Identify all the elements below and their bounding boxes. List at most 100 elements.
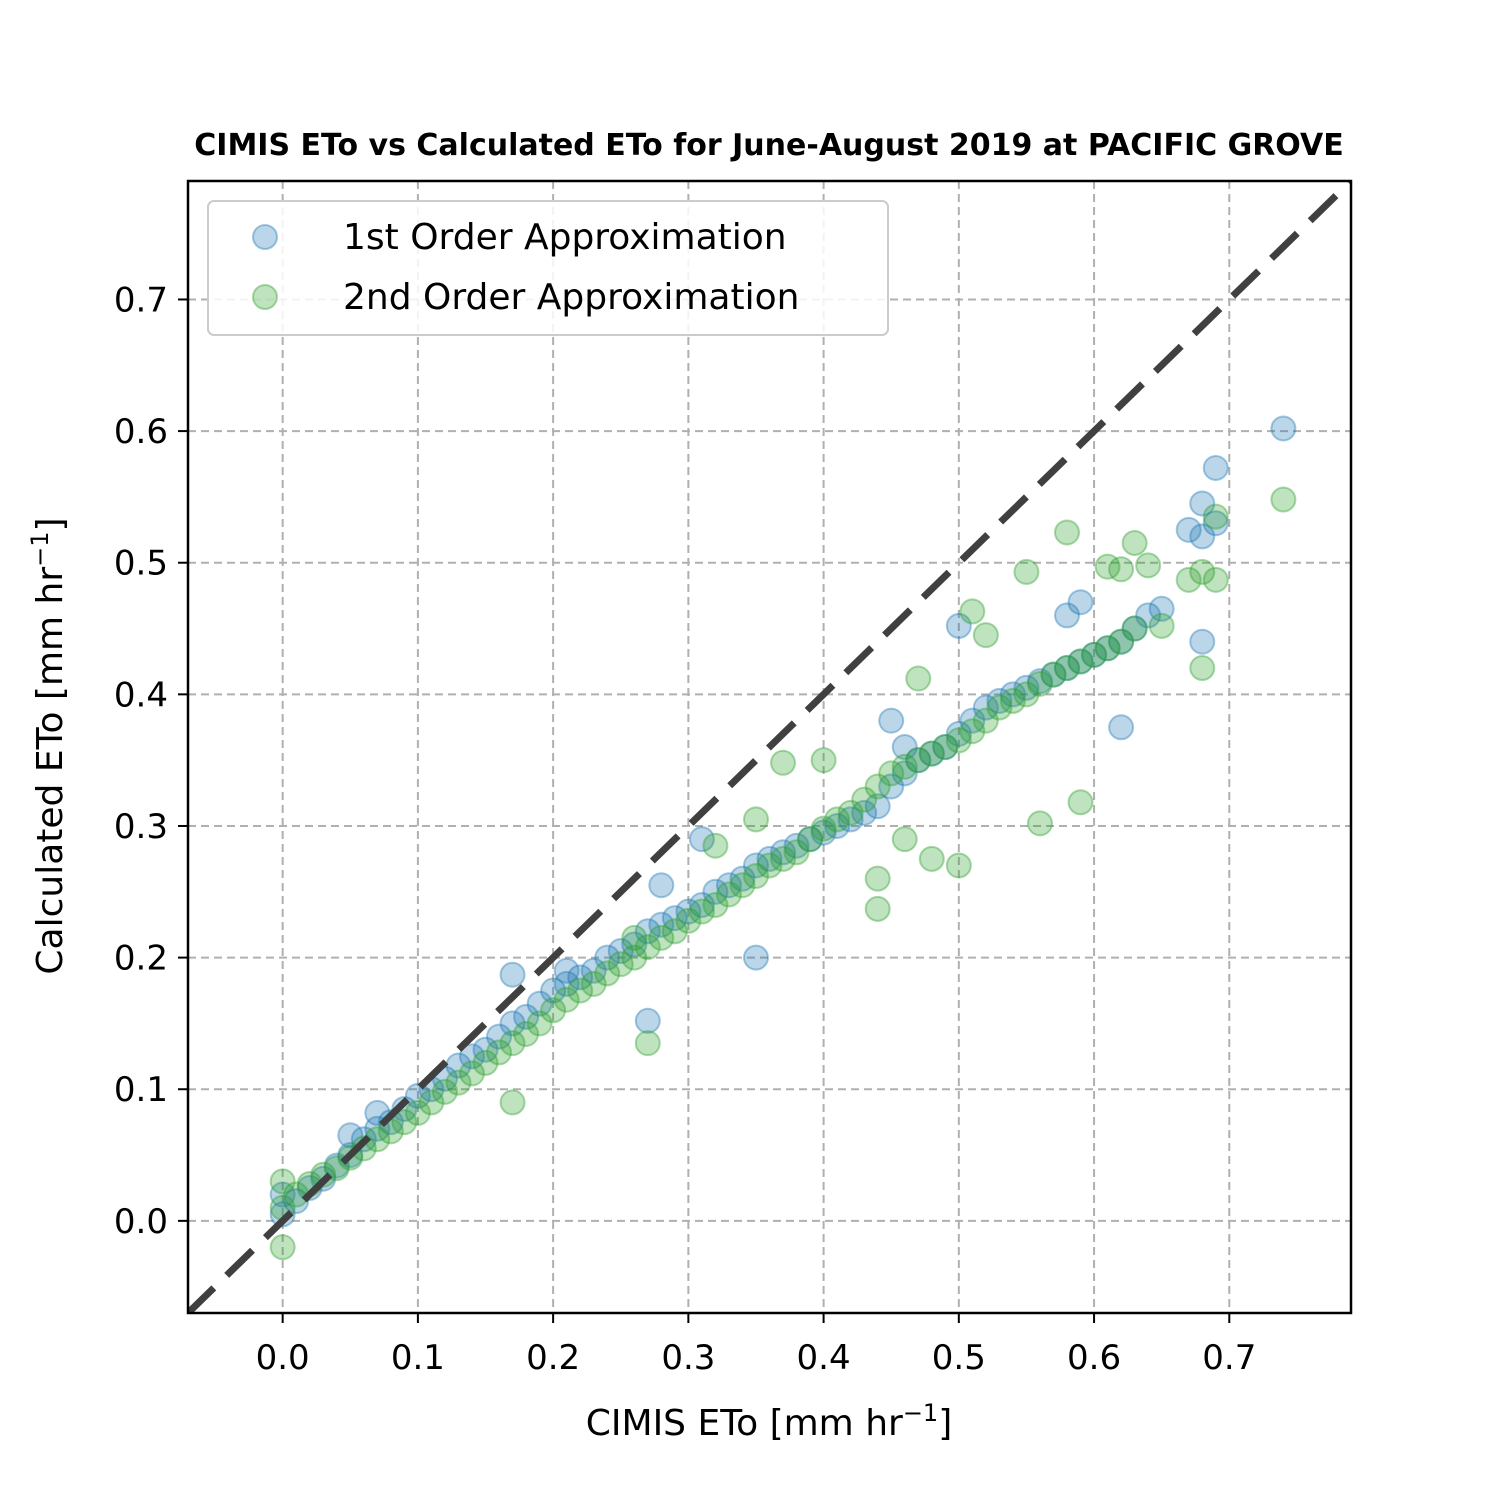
- data-point: [688, 826, 715, 853]
- data-point: [945, 727, 972, 754]
- data-point: [634, 1007, 661, 1034]
- data-point: [269, 1201, 296, 1228]
- data-point: [607, 951, 634, 978]
- data-point: [864, 773, 891, 800]
- data-point: [918, 740, 945, 767]
- x-axis-label-exponent: −1: [903, 1399, 938, 1427]
- grid: [188, 181, 1351, 1313]
- data-point: [648, 872, 675, 899]
- data-point: [634, 934, 661, 961]
- data-point: [310, 1161, 337, 1188]
- data-point: [878, 773, 905, 800]
- data-point: [1094, 635, 1121, 662]
- data-point: [715, 881, 742, 908]
- y-axis-label: Calculated ETo [mm hr−1]: [26, 517, 71, 974]
- data-point: [1067, 648, 1094, 675]
- x-tick-label: 0.7: [1202, 1338, 1256, 1378]
- data-point: [404, 1099, 431, 1126]
- data-point: [770, 845, 797, 872]
- data-point: [1202, 454, 1229, 481]
- data-point: [824, 812, 851, 839]
- legend-box: [207, 200, 889, 336]
- data-point: [864, 793, 891, 820]
- x-axis-label: CIMIS ETo [mm hr−1]: [586, 1399, 953, 1444]
- y-tick-label: 0.4: [114, 675, 168, 715]
- data-point: [1054, 602, 1081, 629]
- data-point: [729, 872, 756, 899]
- data-point: [1202, 510, 1229, 537]
- y-axis-label-exponent: −1: [26, 531, 54, 566]
- data-point: [580, 970, 607, 997]
- data-point: [837, 806, 864, 833]
- data-point: [972, 707, 999, 734]
- data-point: [1175, 516, 1202, 543]
- x-tick-label: 0.4: [797, 1338, 851, 1378]
- data-point: [1067, 789, 1094, 816]
- data-point: [1270, 486, 1297, 513]
- data-point: [729, 865, 756, 892]
- data-point: [350, 1135, 377, 1162]
- data-point: [810, 819, 837, 846]
- data-point: [580, 957, 607, 984]
- x-axis-label-close: ]: [938, 1403, 952, 1444]
- data-point: [553, 970, 580, 997]
- data-point: [1054, 655, 1081, 682]
- data-point: [621, 944, 648, 971]
- x-tick-label: 0.0: [256, 1338, 310, 1378]
- data-point: [1175, 566, 1202, 593]
- data-point: [499, 1010, 526, 1037]
- data-point: [1054, 655, 1081, 682]
- data-point: [972, 694, 999, 721]
- data-point: [999, 687, 1026, 714]
- legend-marker-1st-order: [252, 224, 278, 250]
- data-point: [648, 924, 675, 951]
- data-point: [567, 977, 594, 1004]
- data-point: [499, 1089, 526, 1116]
- data-point: [742, 862, 769, 889]
- x-axis-label-text: CIMIS ETo [mm hr: [586, 1403, 903, 1444]
- series-2: [269, 486, 1297, 1261]
- data-point: [404, 1082, 431, 1109]
- data-point: [634, 1030, 661, 1057]
- data-point: [810, 747, 837, 774]
- data-point: [648, 911, 675, 938]
- data-point: [377, 1109, 404, 1136]
- data-point: [445, 1069, 472, 1096]
- chart-title: CIMIS ETo vs Calculated ETo for June-Aug…: [194, 128, 1343, 163]
- data-point: [1026, 668, 1053, 695]
- data-point: [986, 687, 1013, 714]
- data-point: [1081, 641, 1108, 668]
- y-tick-label: 0.3: [114, 807, 168, 847]
- data-point: [526, 1010, 553, 1037]
- data-point: [1013, 558, 1040, 585]
- data-point: [1189, 628, 1216, 655]
- data-point: [486, 1039, 513, 1066]
- data-point: [1067, 589, 1094, 616]
- data-point: [1054, 519, 1081, 546]
- data-point: [702, 832, 729, 859]
- data-point: [1094, 553, 1121, 580]
- data-point: [1135, 602, 1162, 629]
- data-point: [486, 1023, 513, 1050]
- data-point: [797, 826, 824, 853]
- data-point: [905, 747, 932, 774]
- data-point: [783, 839, 810, 866]
- data-point: [391, 1095, 418, 1122]
- x-tick-label: 0.1: [391, 1338, 445, 1378]
- data-point: [661, 918, 688, 945]
- data-point: [1189, 523, 1216, 550]
- data-point: [513, 1020, 540, 1047]
- x-tick-label: 0.3: [661, 1338, 715, 1378]
- data-point: [269, 1181, 296, 1208]
- data-point: [540, 977, 567, 1004]
- data-point: [472, 1049, 499, 1076]
- data-point: [1270, 415, 1297, 442]
- data-point: [567, 964, 594, 991]
- data-point: [918, 845, 945, 872]
- data-point: [715, 872, 742, 899]
- data-point: [797, 826, 824, 853]
- data-point: [1026, 670, 1053, 697]
- data-point: [458, 1043, 485, 1070]
- data-point: [864, 865, 891, 892]
- x-tick-label: 0.5: [932, 1338, 986, 1378]
